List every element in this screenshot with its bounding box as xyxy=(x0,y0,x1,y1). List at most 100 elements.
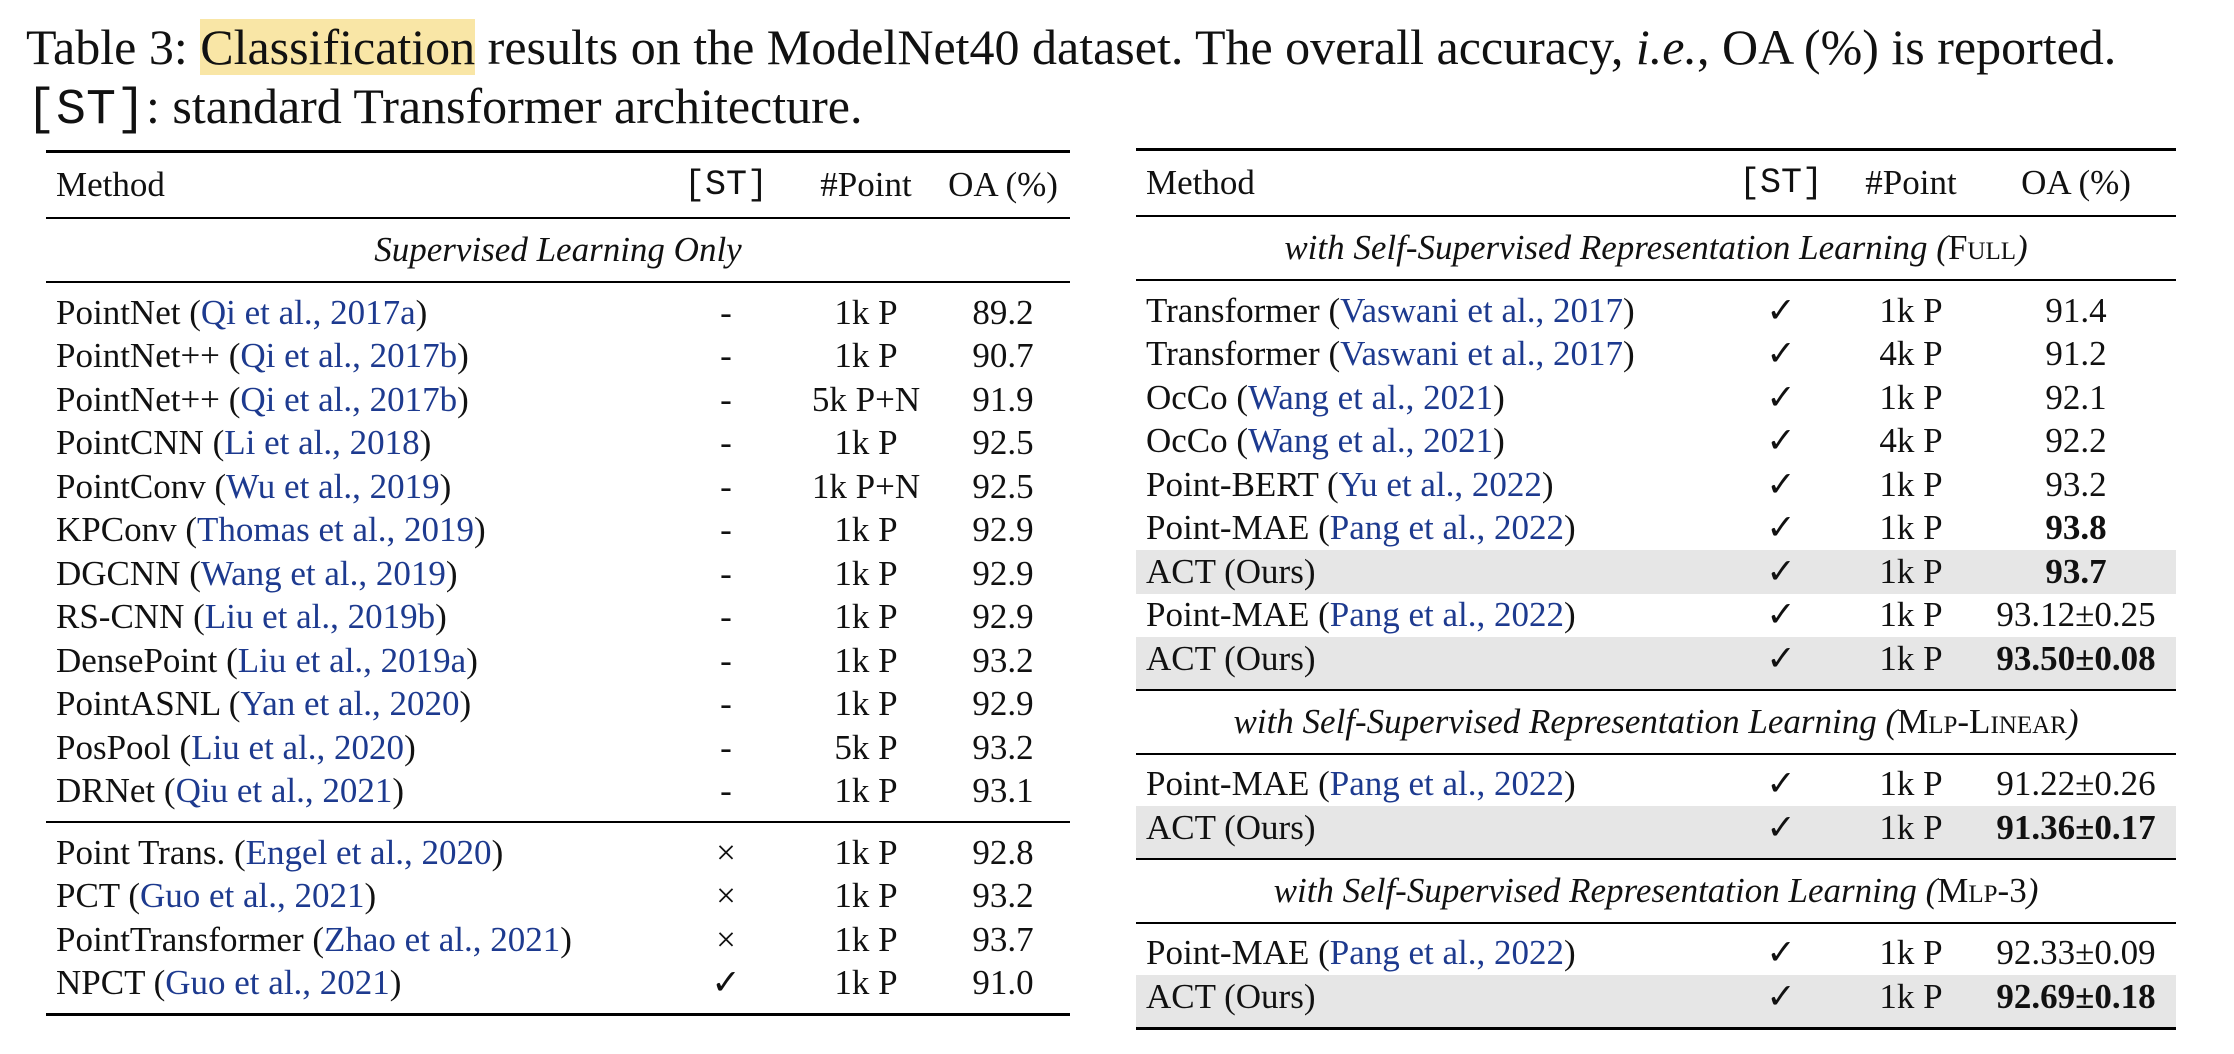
citation-link[interactable]: Yu et al., 2022 xyxy=(1338,464,1542,504)
oa-cell: 93.2 xyxy=(972,640,1034,680)
st-cell: - xyxy=(720,466,732,506)
citation-link[interactable]: Qiu et al., 2021 xyxy=(175,771,393,811)
point-cell: 1k P xyxy=(1879,290,1943,330)
point-cell: 1k P xyxy=(1879,377,1943,417)
oa-cell: 91.36±0.17 xyxy=(1976,806,2176,859)
method-cell: ACT (Ours) xyxy=(1136,806,1716,859)
citation-link[interactable]: Liu et al., 2019a xyxy=(237,640,467,680)
citation-link[interactable]: Pang et al., 2022 xyxy=(1329,508,1565,548)
table-row: DGCNN (Wang et al., 2019) - 1k P 92.9 xyxy=(46,552,1070,596)
st-cell: ✓ xyxy=(1716,975,1846,1030)
method-cell: PointCNN (Li et al., 2018) xyxy=(56,423,432,463)
method-cell: Transformer (Vaswani et al., 2017) xyxy=(1146,334,1635,374)
caption-st: [ST] xyxy=(26,82,147,139)
citation-link[interactable]: Guo et al., 2021 xyxy=(139,876,365,916)
citation-link[interactable]: Wang et al., 2021 xyxy=(1248,421,1494,461)
point-cell: 1k P xyxy=(834,640,898,680)
citation-link[interactable]: Pang et al., 2022 xyxy=(1329,595,1565,635)
citation-link[interactable]: Pang et al., 2022 xyxy=(1329,933,1565,973)
st-cell: - xyxy=(720,553,732,593)
method-name: Point-MAE xyxy=(1146,595,1310,635)
oa-cell: 93.50±0.08 xyxy=(1976,637,2176,690)
point-cell: 1k P xyxy=(1879,595,1943,635)
st-cell: ✓ xyxy=(1716,637,1846,690)
point-cell: 1k P xyxy=(1846,806,1976,859)
method-name: Point-MAE xyxy=(1146,508,1310,548)
table-row: Transformer (Vaswani et al., 2017) ✓ 1k P 9… xyxy=(1136,280,2176,333)
table-row: KPConv (Thomas et al., 2019) - 1k P 92.9 xyxy=(46,509,1070,553)
method-cell: PointNet++ (Qi et al., 2017b) xyxy=(56,379,469,419)
st-cell: ✓ xyxy=(1766,290,1796,330)
method-cell: DensePoint (Liu et al., 2019a) xyxy=(56,640,478,680)
section-ssl-full: with Self-Supervised Representation Lear… xyxy=(1136,216,2176,281)
citation-link[interactable]: Li et al., 2018 xyxy=(224,423,420,463)
section-ssl-mlp-linear: with Self-Supervised Representation Lear… xyxy=(1136,688,2176,755)
table-row: Point-MAE (Pang et al., 2022) ✓ 1k P 92.33±… xyxy=(1136,923,2176,976)
method-name: PointCNN xyxy=(56,423,204,463)
citation-link[interactable]: Qi et al., 2017b xyxy=(240,379,458,419)
citation-link[interactable]: Vaswani et al., 2017 xyxy=(1340,290,1623,330)
oa-cell: 91.4 xyxy=(2045,290,2107,330)
point-cell: 1k P xyxy=(834,292,898,332)
citation-link[interactable]: Pang et al., 2022 xyxy=(1329,764,1565,804)
right-results-table: Method [ST] #Point OA (%) with Self-Supe… xyxy=(1136,148,2176,1030)
method-name: OcCo xyxy=(1146,377,1228,417)
table-row: PointTransformer (Zhao et al., 2021) × 1k … xyxy=(46,918,1070,962)
table-row: NPCT (Guo et al., 2021) ✓ 1k P 91.0 xyxy=(46,961,1070,1016)
st-cell: ✓ xyxy=(1766,764,1796,804)
point-cell: 1k P xyxy=(834,423,898,463)
st-cell: ✓ xyxy=(1766,334,1796,374)
citation-link[interactable]: Guo et al., 2021 xyxy=(165,963,390,1003)
citation-link[interactable]: Qi et al., 2017b xyxy=(240,336,458,376)
st-cell: - xyxy=(720,423,732,463)
citation-link[interactable]: Qi et al., 2017a xyxy=(200,292,416,332)
citation-link[interactable]: Thomas et al., 2019 xyxy=(197,510,475,550)
method-name: Point-BERT xyxy=(1146,464,1319,504)
table-row: PointConv (Wu et al., 2019) - 1k P+N 92.5 xyxy=(46,465,1070,509)
st-cell: × xyxy=(716,876,736,916)
caption-text-1: results on the ModelNet40 dataset. The o… xyxy=(475,19,1636,75)
table-row: Point Trans. (Engel et al., 2020) × 1k P 92… xyxy=(46,821,1070,875)
citation-link[interactable]: Zhao et al., 2021 xyxy=(324,919,561,959)
st-cell: ✓ xyxy=(1716,806,1846,859)
method-cell: NPCT (Guo et al., 2021) xyxy=(46,961,656,1016)
citation-link[interactable]: Wu et al., 2019 xyxy=(226,466,440,506)
section-prefix: with Self-Supervised Representation Lear… xyxy=(1273,870,1917,910)
point-cell: 1k P xyxy=(834,336,898,376)
citation-link[interactable]: Wang et al., 2019 xyxy=(200,553,446,593)
citation-link[interactable]: Engel et al., 2020 xyxy=(245,832,492,872)
method-name: ACT (Ours) xyxy=(1146,638,1316,678)
point-cell: 1k P xyxy=(834,510,898,550)
left-group-supervised: PointNet (Qi et al., 2017a) -1k P 89.2 Poin… xyxy=(46,282,1070,822)
oa-cell: 92.9 xyxy=(972,553,1034,593)
citation-link[interactable]: Yan et al., 2020 xyxy=(240,684,460,724)
point-cell: 1k P+N xyxy=(811,466,921,506)
citation-link[interactable]: Liu et al., 2019b xyxy=(204,597,436,637)
oa-cell: 93.12±0.25 xyxy=(1996,595,2156,635)
header-st: [ST] xyxy=(1716,148,1846,217)
method-name: Point-MAE xyxy=(1146,764,1310,804)
table-row: OcCo (Wang et al., 2021) ✓ 4k P 92.2 xyxy=(1136,420,2176,464)
method-name: DensePoint xyxy=(56,640,218,680)
section-tag: Mlp-3 xyxy=(1937,870,2027,910)
point-cell: 1k P xyxy=(1879,764,1943,804)
point-cell: 1k P xyxy=(796,961,936,1016)
oa-cell: 89.2 xyxy=(972,292,1034,332)
citation-link[interactable]: Wang et al., 2021 xyxy=(1248,377,1494,417)
st-cell: ✓ xyxy=(1766,933,1796,973)
table-row: ACT (Ours) ✓ 1k P 92.69±0.18 xyxy=(1136,975,2176,1030)
method-cell: PointASNL (Yan et al., 2020) xyxy=(56,684,472,724)
oa-cell: 93.2 xyxy=(972,876,1034,916)
method-name: PointTransformer xyxy=(56,919,304,959)
oa-cell: 93.7 xyxy=(972,919,1034,959)
left-group-transformer: Point Trans. (Engel et al., 2020) × 1k P 92… xyxy=(46,821,1070,1016)
table-row: DRNet (Qiu et al., 2021) - 1k P 93.1 xyxy=(46,770,1070,823)
header-method: Method xyxy=(1136,148,1716,217)
method-cell: Point-BERT (Yu et al., 2022) xyxy=(1146,464,1554,504)
point-cell: 1k P xyxy=(834,597,898,637)
table-row: PointASNL (Yan et al., 2020) - 1k P 92.9 xyxy=(46,683,1070,727)
citation-link[interactable]: Vaswani et al., 2017 xyxy=(1340,334,1623,374)
citation-link[interactable]: Liu et al., 2020 xyxy=(191,727,405,767)
method-cell: RS-CNN (Liu et al., 2019b) xyxy=(56,597,447,637)
table-row: PointNet (Qi et al., 2017a) - 1k P 89.2 xyxy=(46,282,1070,335)
